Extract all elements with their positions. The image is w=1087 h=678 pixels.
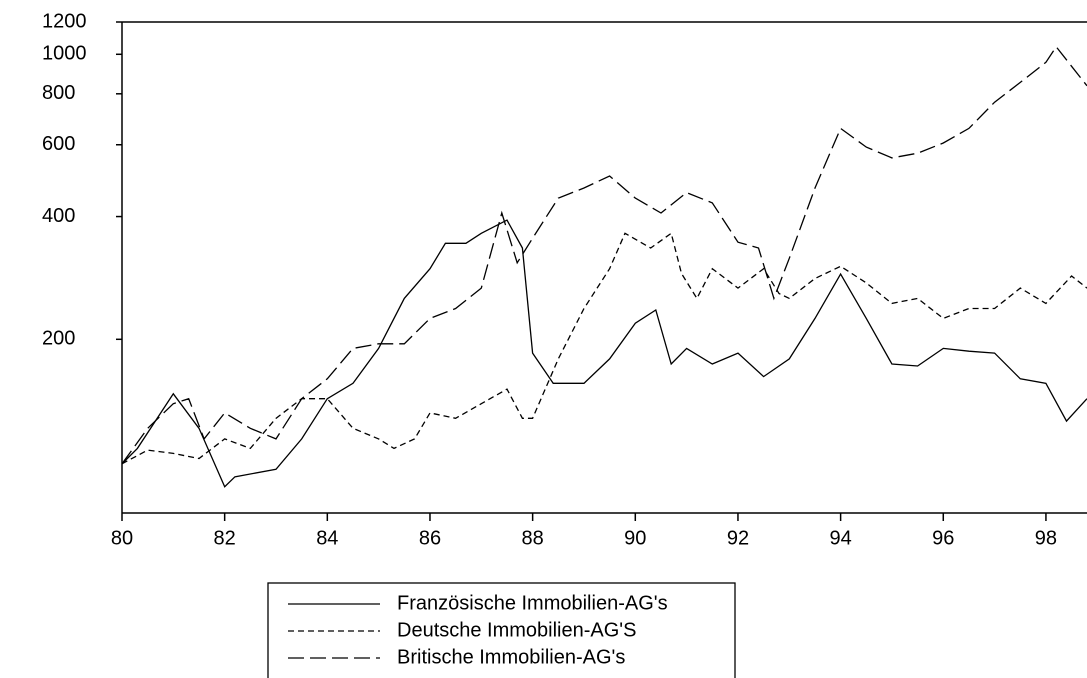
x-tick-label: 92: [727, 527, 749, 549]
legend-box: [267, 582, 736, 678]
y-tick-label: 400: [42, 205, 75, 227]
x-tick-label: 84: [316, 527, 338, 549]
x-tick-label: 80: [111, 527, 133, 549]
y-tick-label: 200: [42, 328, 75, 350]
x-tick-label: 98: [1035, 527, 1057, 549]
legend-label: Französische Immobilien-AG's: [397, 592, 668, 614]
y-tick-label: 1000: [42, 43, 87, 65]
y-tick-label: 600: [42, 133, 75, 155]
series-line: [121, 232, 1087, 465]
legend-label: Deutsche Immobilien-AG'S: [397, 619, 636, 641]
x-tick-label: 90: [624, 527, 646, 549]
series-line: [121, 45, 1087, 465]
x-tick-label: 86: [419, 527, 441, 549]
x-tick-label: 82: [214, 527, 236, 549]
x-tick-label: 94: [829, 527, 851, 549]
x-tick-label: 88: [522, 527, 544, 549]
y-tick-label: 800: [42, 82, 75, 104]
x-tick-label: 96: [932, 527, 954, 549]
series-line: [121, 219, 1087, 488]
y-tick-label: 1200: [42, 10, 87, 32]
legend-label: Britische Immobilien-AG's: [397, 646, 625, 668]
